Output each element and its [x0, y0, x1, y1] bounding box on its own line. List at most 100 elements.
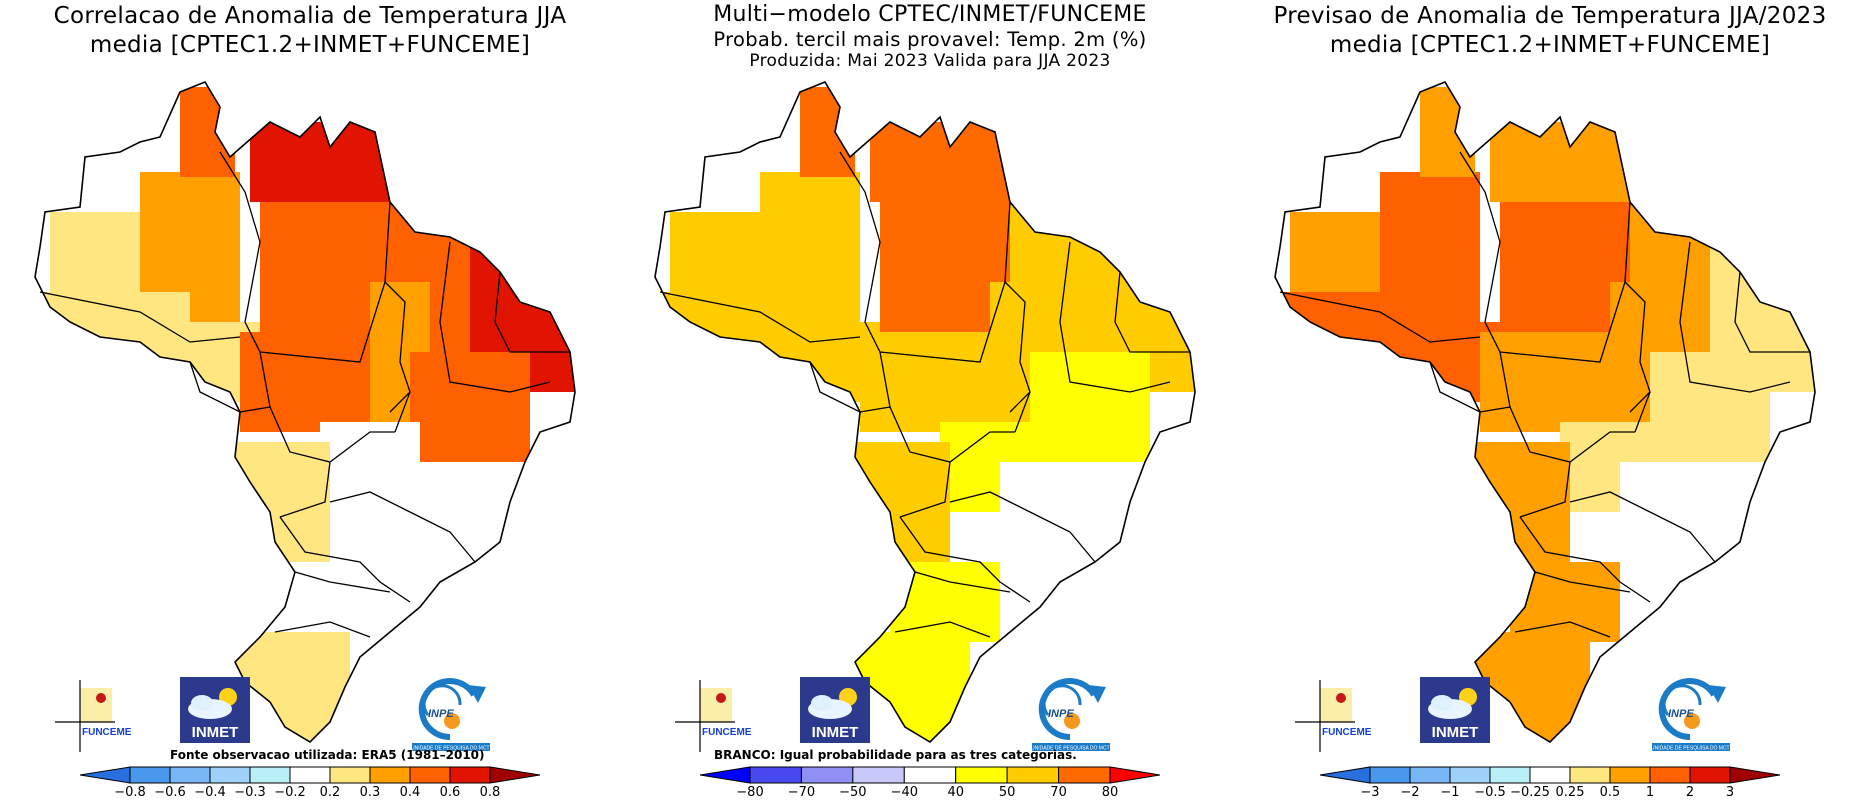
colorbar-tick-label: −0.3 [234, 785, 266, 798]
state-border [494, 271, 570, 353]
colorbar-tick-label: −0.2 [274, 785, 306, 798]
colorbar-tick-label: −1 [1440, 785, 1459, 798]
funceme-logo-graphic: FUNCEME [1295, 680, 1372, 752]
state-border [914, 571, 1011, 593]
inpe-logo-graphic: INPE UNIDADE DE PESQUISA DO MCTI [411, 678, 491, 752]
state-border [274, 621, 371, 638]
funceme-logo-graphic: FUNCEME [675, 680, 752, 752]
colorbar-box [749, 766, 802, 784]
state-border [439, 241, 551, 393]
svg-text:UNIDADE DE PESQUISA DO MCTI: UNIDADE DE PESQUISA DO MCTI [1651, 746, 1731, 752]
state-border [1459, 151, 1626, 363]
state-border [1059, 241, 1171, 393]
state-border [1569, 491, 1716, 563]
state-border [394, 391, 411, 433]
funceme-logo: FUNCEME [675, 680, 755, 752]
region-cell-minas-southeast [1620, 462, 1810, 622]
state-border [279, 516, 411, 603]
colorbar-tick-label: 0.4 [400, 785, 421, 798]
colorbar-box [449, 766, 491, 784]
colorbar-tick-label: 2 [1686, 785, 1694, 798]
country-border [1274, 81, 1816, 744]
colorbar-box [1409, 766, 1451, 784]
country-border [34, 81, 576, 744]
region-cell-bahia [410, 352, 530, 472]
inpe-logo: INPE UNIDADE DE PESQUISA DO MCTI [1648, 675, 1733, 753]
svg-text:INPE: INPE [428, 708, 454, 720]
colorbar-box [852, 766, 905, 784]
colorbar-right-arrow [1109, 766, 1160, 784]
colorbar-tick-label: 0.2 [320, 785, 341, 798]
inmet-logo-graphic: INMET [808, 688, 858, 741]
state-border [894, 621, 991, 638]
region-cell-para [260, 182, 390, 332]
colorbar-left-arrow [700, 766, 751, 784]
colorbar-tick-label: −70 [788, 785, 815, 798]
title-line-2: media [CPTEC1.2+INMET+FUNCEME] [1329, 32, 1771, 58]
inpe-logo-graphic: INPE UNIDADE DE PESQUISA DO MCTI [1031, 678, 1111, 752]
state-border [1534, 571, 1631, 593]
state-border [839, 151, 1006, 363]
panel-title: Multi−modelo CPTEC/INMET/FUNCEME Probab.… [620, 2, 1240, 71]
brazil-map [1274, 81, 1816, 744]
funceme-logo-graphic: FUNCEME [55, 680, 132, 752]
colorbar-tick-label: −0.5 [1474, 785, 1506, 798]
inmet-logo-graphic: INMET [1428, 688, 1478, 741]
colorbar-tick-label: −40 [891, 785, 918, 798]
colorbar: −0.8 −0.6 −0.4 −0.3 −0.2 0.2 0.3 0.4 0.6 0.8 [80, 766, 540, 798]
colorbar-box [800, 766, 854, 784]
colorbar-box [903, 766, 957, 784]
title-line-1: Correlacao de Anomalia de Temperatura JJ… [53, 3, 567, 29]
colorbar-tick-label: 70 [1050, 785, 1067, 798]
colorbar-tick-label: 80 [1102, 785, 1119, 798]
colorbar-tick-label: −0.4 [194, 785, 226, 798]
data-source-note: Fonte observacao utilizada: ERA5 (1981–2… [170, 748, 485, 762]
region-cell-mato-grosso [860, 332, 1010, 432]
colorbar-box [1529, 766, 1571, 784]
colorbar-box [1569, 766, 1611, 784]
state-border [1519, 516, 1651, 603]
state-border [384, 281, 411, 413]
region-cell-bahia [1030, 352, 1150, 472]
state-border [1624, 281, 1651, 413]
colorbar-box [1449, 766, 1491, 784]
region-cell-minas-southeast [1000, 462, 1190, 622]
inmet-logo: INMET [180, 677, 250, 743]
region-cell-mato-grosso-sul [230, 442, 330, 572]
colorbar-tick-label: 0.6 [440, 785, 461, 798]
title-line-2: media [CPTEC1.2+INMET+FUNCEME] [89, 32, 531, 58]
colorbar-tick-label: −3 [1360, 785, 1379, 798]
inmet-logo-graphic: INMET [188, 688, 238, 741]
state-border [949, 491, 1096, 563]
colorbar-tick-label: 3 [1726, 785, 1734, 798]
colorbar-right-arrow [1729, 766, 1780, 784]
colorbar-tick-label: −50 [839, 785, 866, 798]
colorbar-tick-label: 0.5 [1600, 785, 1621, 798]
region-cell-mato-grosso [1480, 332, 1630, 432]
colorbar-tick-label: 0.25 [1556, 785, 1585, 798]
title-line-1: Previsao de Anomalia de Temperatura JJA/… [1273, 3, 1827, 29]
state-border [329, 491, 476, 563]
colorbar-box [1369, 766, 1411, 784]
colorbar-box [1649, 766, 1691, 784]
region-cell-mato-grosso [240, 332, 390, 432]
svg-text:UNIDADE DE PESQUISA DO MCTI: UNIDADE DE PESQUISA DO MCTI [411, 746, 491, 752]
region-cell-para [880, 182, 1010, 332]
state-border [1004, 281, 1031, 413]
region-cell-bahia [1650, 352, 1770, 472]
colorbar-tick-label: 1 [1646, 785, 1654, 798]
region-cell-north-para-amapa [1490, 122, 1630, 202]
panel-correlation: Correlacao de Anomalia de Temperatura JJ… [0, 0, 620, 802]
colorbar-box [169, 766, 211, 784]
state-border [294, 571, 391, 593]
state-border [1634, 391, 1651, 433]
panel-tercile-probability: Multi−modelo CPTEC/INMET/FUNCEME Probab.… [620, 0, 1240, 802]
funceme-logo: FUNCEME [1295, 680, 1375, 752]
state-border [1014, 391, 1031, 433]
colorbar-tick-label: 0.8 [480, 785, 501, 798]
funceme-logo: FUNCEME [55, 680, 135, 752]
blank-meaning-note: BRANCO: Igual probabilidade para as tres… [714, 748, 1077, 762]
colorbar-box [1058, 766, 1111, 784]
state-border [899, 516, 1031, 603]
svg-text:FUNCEME: FUNCEME [1322, 727, 1372, 738]
